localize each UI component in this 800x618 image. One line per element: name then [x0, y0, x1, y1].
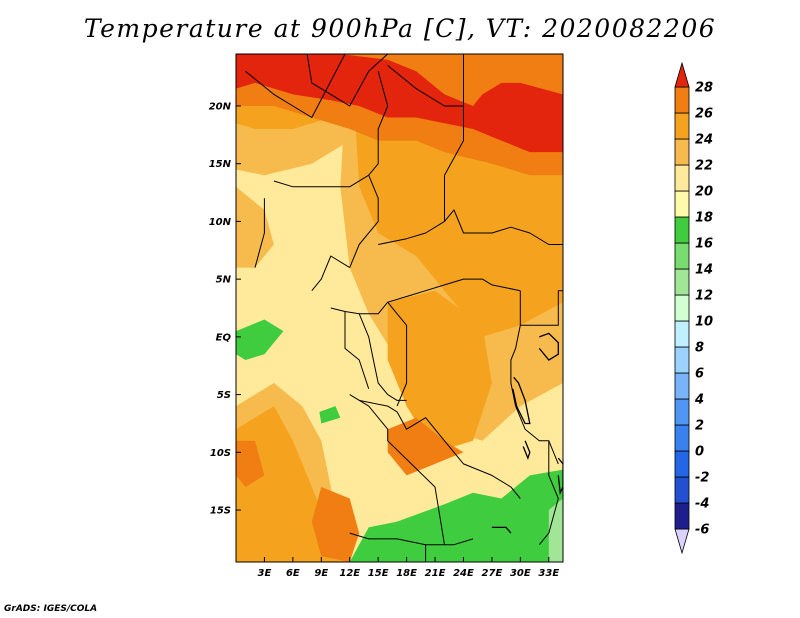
lake-outline-2 — [522, 440, 531, 460]
lake-outline-3 — [557, 457, 563, 495]
lon-tick-label-2: 9E — [314, 568, 328, 579]
lon-tick-label-0: 3E — [258, 568, 272, 579]
colorbar-segment-2-to-4 — [674, 398, 690, 426]
temperature-region-24-26-10 — [311, 487, 360, 562]
colorbar-label-24: 24 — [695, 133, 713, 148]
temperature-region-24-26-9 — [387, 417, 464, 476]
lon-tick-label-9: 30E — [510, 568, 531, 579]
colorbar-segment-16-to-18 — [674, 216, 690, 244]
lon-tick-label-3: 12E — [339, 568, 360, 579]
colorbar-label-20: 20 — [695, 185, 713, 200]
lat-tick-label-7: 15S — [210, 506, 231, 517]
colorbar-segment-22-to-24 — [674, 138, 690, 166]
country-border-3 — [273, 174, 369, 188]
temperature-region-20-22-3 — [236, 186, 274, 268]
country-border-2 — [387, 54, 464, 107]
country-border-8 — [330, 278, 521, 315]
lat-tick-label-3: 5N — [216, 275, 232, 286]
temperature-region-14-16-15 — [349, 469, 563, 562]
lon-tick-label-10: 33E — [538, 568, 559, 579]
colorbar-segment-6-to-8 — [674, 346, 690, 374]
map-frame — [235, 53, 564, 563]
colorbar-label-4: 4 — [694, 393, 704, 408]
country-border-21 — [538, 440, 559, 546]
colorbar-segment--2-to-0 — [674, 450, 690, 478]
country-border-11 — [344, 311, 370, 389]
temperature-region-14-16-14 — [319, 406, 341, 424]
country-border-6 — [254, 198, 265, 268]
colorbar-label--4: -4 — [695, 497, 709, 512]
lake-outline-0 — [538, 332, 559, 361]
lon-tick-label-7: 24E — [453, 568, 474, 579]
chart-title: Temperature at 900hPa [C], VT: 202008220… — [83, 14, 717, 43]
colorbar-label-12: 12 — [695, 289, 713, 304]
country-border-12 — [358, 313, 407, 401]
colorbar-segment-0-to-2 — [674, 424, 690, 452]
country-border-14 — [359, 399, 521, 499]
lat-tick-label-0: 20N — [209, 101, 232, 112]
lon-tick-label-5: 18E — [396, 568, 417, 579]
lon-tick-label-4: 15E — [368, 568, 389, 579]
colorbar-label-18: 18 — [695, 211, 713, 226]
colorbar-segment-20-to-22 — [674, 164, 690, 192]
lat-tick-label-6: 10S — [210, 448, 231, 459]
country-border-5 — [349, 175, 379, 268]
lat-tick-label-2: 10N — [209, 217, 232, 228]
temperature-region-12-14-16 — [548, 498, 563, 562]
country-border-7 — [311, 255, 350, 292]
colorbar-label-22: 22 — [695, 159, 713, 174]
country-border-20 — [515, 405, 559, 465]
colorbar-label-0: 0 — [695, 445, 704, 460]
colorbar-segment-18-to-20 — [674, 190, 690, 218]
colorbar-segment-14-to-16 — [674, 242, 690, 270]
colorbar-segment--4-to--2 — [674, 476, 690, 504]
lake-outline-1 — [512, 376, 531, 425]
colorbar-segment-24-to-26 — [674, 112, 690, 140]
colorbar-label--6: -6 — [695, 523, 709, 538]
colorbar-label-8: 8 — [695, 341, 704, 356]
colorbar-segment-below--6 — [674, 528, 690, 555]
colorbar-segment--6-to--4 — [674, 502, 690, 530]
lake-outline-4 — [491, 526, 512, 534]
country-border-18 — [510, 290, 521, 407]
temperature-region-22-24-5 — [387, 290, 492, 453]
colorbar-segment-above-28 — [674, 61, 690, 88]
colorbar-segment-8-to-10 — [674, 320, 690, 348]
country-border-15 — [349, 394, 445, 545]
colorbar-label-26: 26 — [695, 107, 713, 122]
colorbar-segment-26-to-28 — [674, 86, 690, 114]
country-border-0 — [245, 54, 346, 118]
lat-tick-label-4: EQ — [216, 332, 232, 343]
colorbar-label-14: 14 — [695, 263, 713, 278]
colorbar-label-2: 2 — [695, 419, 704, 434]
colorbar-label--2: -2 — [695, 471, 709, 486]
colorbar-segment-12-to-14 — [674, 268, 690, 296]
colorbar-segment-10-to-12 — [674, 294, 690, 322]
country-border-19 — [520, 290, 563, 326]
lon-tick-label-1: 6E — [286, 568, 300, 579]
colorbar-label-16: 16 — [695, 237, 713, 252]
lat-tick-label-1: 15N — [209, 159, 232, 170]
colorbar-label-28: 28 — [695, 81, 713, 96]
temperature-region-14-16-13 — [236, 319, 284, 360]
temperature-region-24-26-11 — [236, 440, 265, 487]
colorbar-label-10: 10 — [695, 315, 713, 330]
country-border-4 — [368, 71, 389, 176]
colorbar-segment-4-to-6 — [674, 372, 690, 400]
map-axes: 3E 6E 9E 12E 15E 18E 21E 24E 27E 30E 33E 20N 15N 10N 5… — [209, 101, 560, 579]
country-border-10 — [444, 106, 464, 222]
country-border-1 — [306, 54, 389, 107]
country-border-13 — [387, 301, 408, 407]
lon-tick-label-8: 27E — [482, 568, 503, 579]
temperature-region-26-28-12 — [236, 54, 563, 153]
map-plot-area — [235, 53, 564, 563]
country-border-9 — [378, 209, 563, 245]
grads-credit: GrADS: IGES/COLA — [4, 604, 98, 614]
lon-tick-label-6: 21E — [425, 568, 446, 579]
colorbar-label-6: 6 — [695, 367, 704, 382]
lat-tick-label-5: 5S — [217, 390, 231, 401]
